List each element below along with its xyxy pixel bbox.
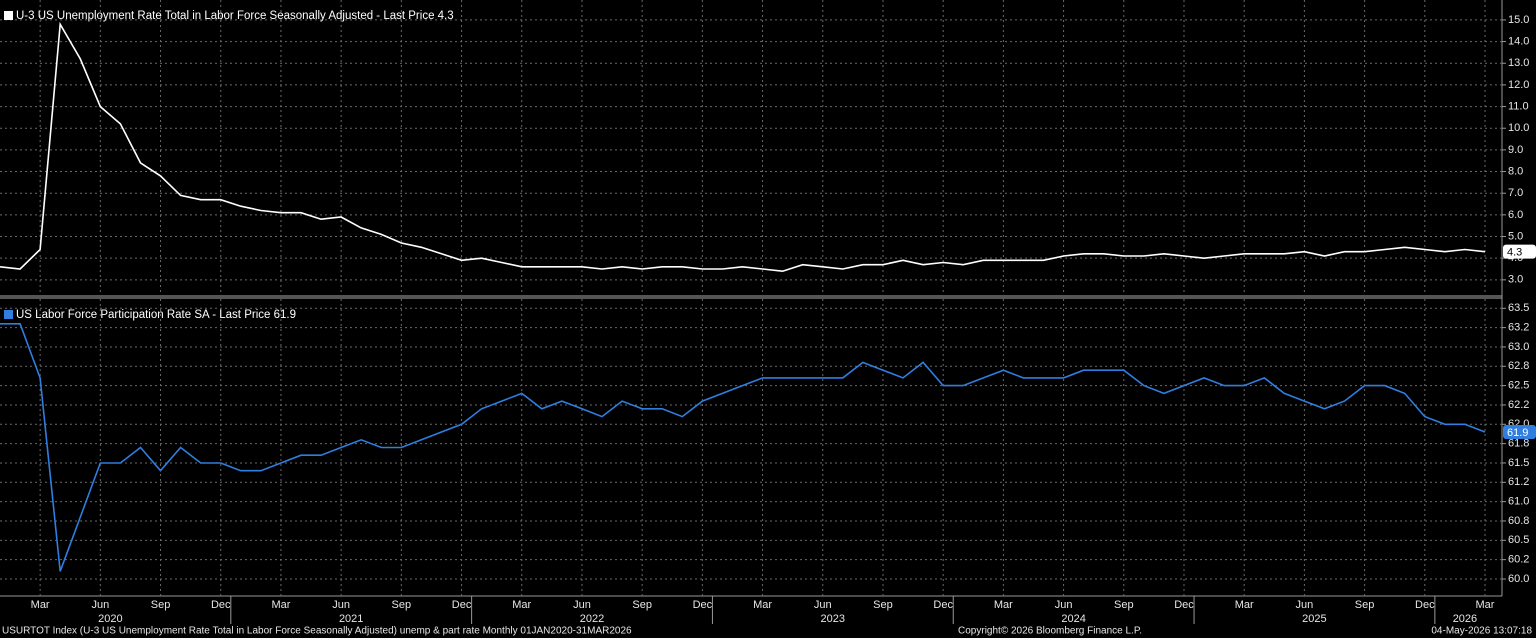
x-tick-label: Jun [332,599,350,611]
x-tick-label: Jun [814,599,832,611]
x-tick-label: Dec [1174,599,1194,611]
y-tick-label: 14.0 [1508,35,1529,47]
last-price-tag [1503,244,1536,259]
y-tick-label: 9.0 [1508,144,1523,156]
x-tick-label: Dec [452,599,472,611]
y-tick-label: 3.0 [1508,274,1523,286]
y-tick-label: 61.2 [1508,476,1529,488]
x-tick-label: Sep [1114,599,1134,611]
y-tick-label: 6.0 [1508,209,1523,221]
y-tick-label: 5.0 [1508,230,1523,242]
x-tick-label: Mar [512,599,531,611]
x-tick-label: Dec [1415,599,1435,611]
y-tick-label: 63.2 [1508,322,1529,334]
x-tick-label: Mar [1476,599,1495,611]
y-tick-label: 7.0 [1508,187,1523,199]
footer-copyright: Copyright© 2026 Bloomberg Finance L.P. [958,626,1142,637]
y-tick-label: 15.0 [1508,14,1529,26]
x-tick-label: Sep [151,599,171,611]
y-tick-label: 13.0 [1508,57,1529,69]
x-tick-label: Sep [632,599,652,611]
series-line [0,323,1486,572]
x-year-label: 2024 [1061,613,1085,625]
y-tick-label: 61.8 [1508,438,1529,450]
y-tick-label: 11.0 [1508,100,1529,112]
y-tick-label: 62.2 [1508,399,1529,411]
legend-label: US Labor Force Participation Rate SA - L… [16,309,296,321]
footer-timestamp: 04-May-2026 13:07:18 [1431,626,1532,637]
x-year-label: 2025 [1302,613,1326,625]
x-tick-label: Dec [693,599,713,611]
y-tick-label: 60.8 [1508,515,1529,527]
x-tick-label: Dec [933,599,953,611]
x-year-label: 2022 [580,613,604,625]
x-year-label: 2026 [1453,613,1477,625]
x-year-label: 2020 [98,613,122,625]
x-tick-label: Mar [271,599,290,611]
x-tick-label: Jun [1055,599,1073,611]
y-tick-label: 63.5 [1508,302,1529,314]
legend-swatch [4,11,13,20]
last-price-tag [1503,425,1536,440]
x-tick-label: Mar [31,599,50,611]
y-tick-label: 60.0 [1508,573,1529,585]
last-price-label: 4.3 [1507,247,1522,259]
x-tick-label: Jun [91,599,109,611]
y-tick-label: 62.5 [1508,380,1529,392]
last-price-label: 61.9 [1507,427,1528,439]
x-year-label: 2021 [339,613,363,625]
y-tick-label: 63.0 [1508,341,1529,353]
series-line [0,21,1486,273]
x-tick-label: Jun [573,599,591,611]
y-tick-label: 12.0 [1508,79,1529,91]
footer-description: USURTOT Index (U-3 US Unemployment Rate … [2,626,632,637]
legend-label: U-3 US Unemployment Rate Total in Labor … [16,10,454,22]
y-tick-label: 10.0 [1508,122,1529,134]
x-tick-label: Jun [1296,599,1314,611]
x-tick-label: Sep [1355,599,1375,611]
x-tick-label: Mar [753,599,772,611]
x-tick-label: Mar [1235,599,1254,611]
panel-divider [0,295,1502,299]
x-tick-label: Mar [994,599,1013,611]
legend-swatch [4,310,13,319]
y-tick-label: 8.0 [1508,165,1523,177]
y-tick-label: 61.5 [1508,457,1529,469]
x-tick-label: Sep [392,599,412,611]
x-year-label: 2023 [821,613,845,625]
y-tick-label: 60.2 [1508,554,1529,566]
y-tick-label: 60.5 [1508,534,1529,546]
x-tick-label: Dec [211,599,231,611]
y-tick-label: 62.8 [1508,360,1529,372]
y-tick-label: 61.0 [1508,496,1529,508]
x-tick-label: Sep [873,599,893,611]
